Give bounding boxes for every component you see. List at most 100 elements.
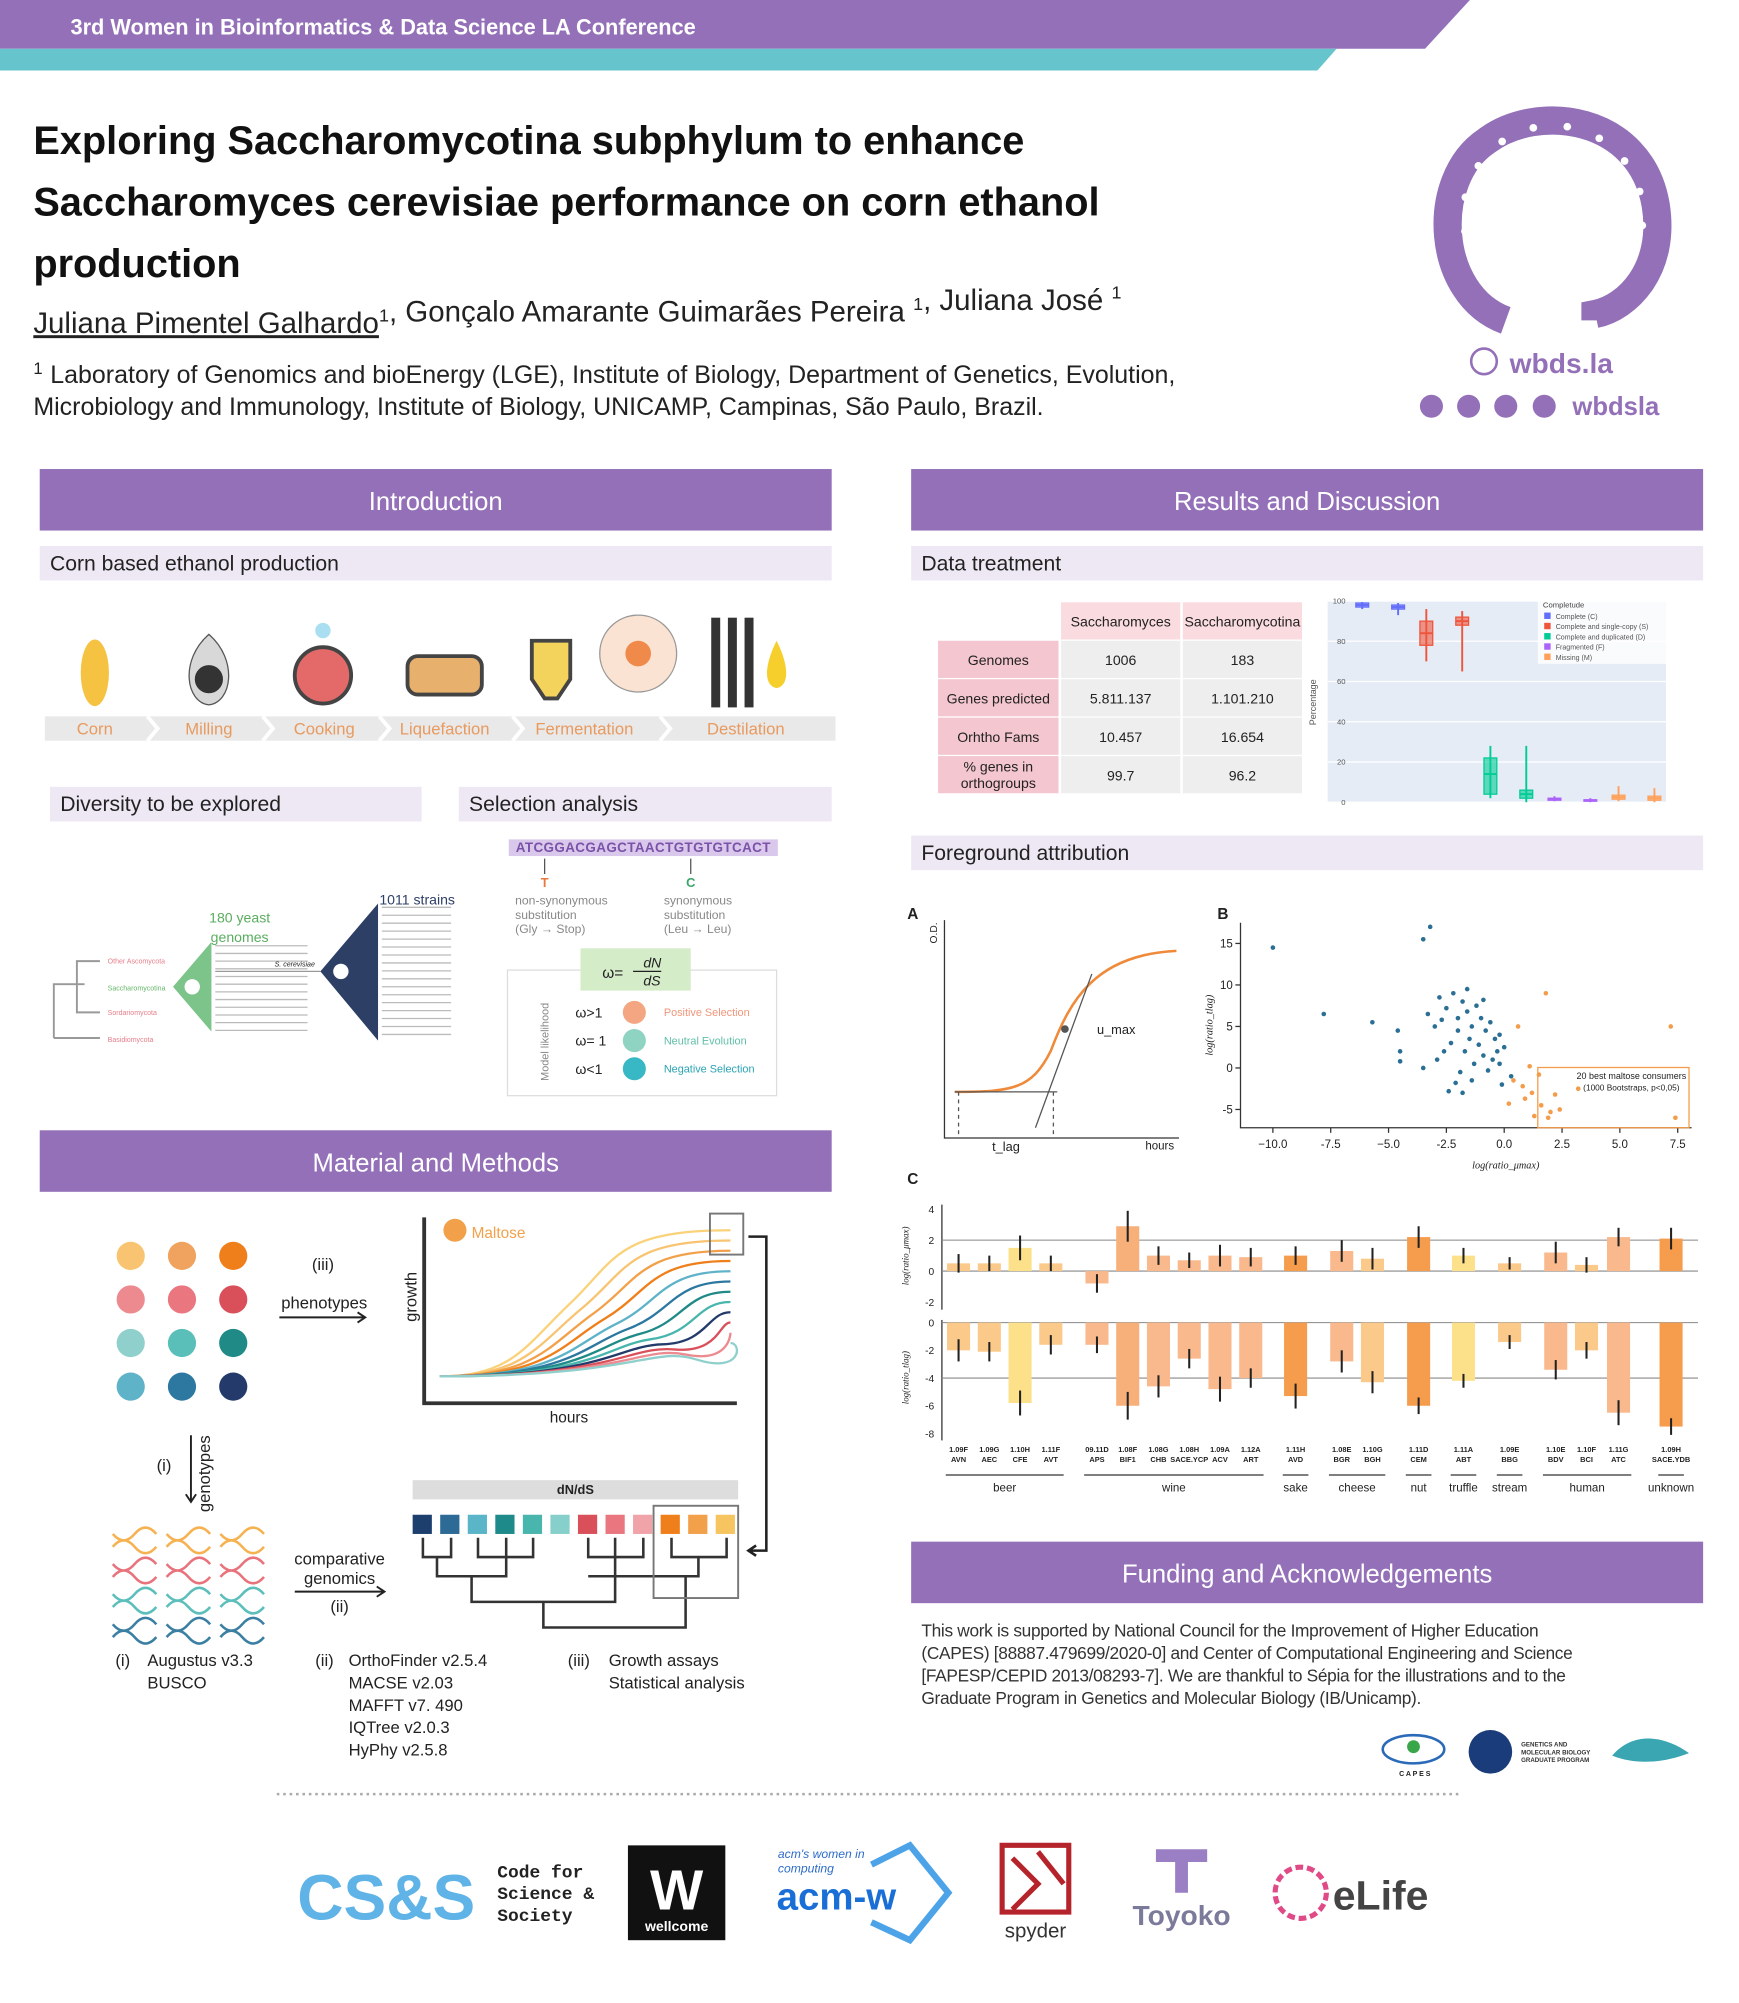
legend-swatch [1544, 612, 1551, 619]
species-square [412, 1514, 432, 1534]
logo-text: W [650, 1858, 704, 1921]
bar [1659, 1322, 1683, 1427]
pipeline-step: Liquefaction [400, 719, 490, 738]
step-label: genotypes [195, 1435, 214, 1512]
y-tick-label: -2 [925, 1298, 934, 1309]
x-tick-label: 1.09E [1500, 1445, 1519, 1454]
x-tick-label: 09.11D [1085, 1445, 1109, 1454]
table-cell [1061, 640, 1181, 678]
x-tick-label: SACE.YDB [1652, 1455, 1691, 1464]
step-id: (iii) [312, 1255, 334, 1274]
table-header-cell [1061, 602, 1181, 640]
funding-text: Graduate Program in Genetics and Molecul… [921, 1688, 1421, 1708]
species-square [467, 1514, 487, 1534]
cooking-icon [292, 645, 354, 706]
scatter-point [1501, 1044, 1507, 1050]
tool-item: MAFFT v7. 490 [349, 1696, 463, 1715]
model-dot [622, 1000, 646, 1024]
subheading-bar [911, 545, 1704, 581]
table-cell-text: 10.457 [1099, 729, 1142, 745]
scatter-point [1462, 1049, 1468, 1054]
table-row-label-cell [938, 717, 1059, 755]
scatter-point [1441, 1049, 1447, 1054]
group-label: stream [1492, 1483, 1527, 1495]
logo-node [1638, 221, 1647, 230]
bar [1116, 1322, 1140, 1406]
tool-item: IQTree v2.0.3 [349, 1718, 450, 1737]
x-tick-label: −10.0 [1258, 1139, 1287, 1151]
growth-curve [439, 1249, 731, 1378]
scatter-point [1527, 1063, 1532, 1069]
bar [1039, 1322, 1063, 1345]
fermenter-icon [529, 638, 573, 701]
table-row-label: orthogroups [961, 775, 1036, 791]
scatter-point [1464, 986, 1470, 992]
growth-curve [439, 1280, 731, 1378]
tool-item: HyPhy v2.5.8 [349, 1741, 448, 1760]
still-column [727, 617, 737, 708]
model-label: Model likelihood [539, 1003, 551, 1081]
table-cell [1061, 756, 1181, 794]
strain-dot [116, 1328, 145, 1358]
bar [977, 1322, 1001, 1352]
bar [1008, 1322, 1032, 1403]
scatter-point [1497, 1032, 1502, 1038]
model-label: Positive Selection [664, 1007, 750, 1019]
strain-dot [116, 1241, 145, 1270]
scatter-point [1476, 1042, 1482, 1048]
legend-swatch [1544, 622, 1551, 630]
arrow [185, 1435, 197, 1504]
group-label: truffle [1449, 1483, 1478, 1495]
bar [947, 1322, 971, 1351]
scatter-point [1494, 1049, 1500, 1054]
steam [315, 622, 331, 639]
logo-node [1496, 283, 1505, 292]
bar [1607, 1237, 1631, 1272]
scatter-point [1481, 997, 1486, 1003]
section-title: Results and Discussion [1174, 488, 1440, 516]
step-id: (i) [157, 1456, 172, 1475]
table-cell [1182, 640, 1303, 678]
scatter-point [1552, 1092, 1558, 1097]
affiliation-line: Laboratory of Genomics and bioEnergy (LG… [50, 361, 1175, 389]
dna-icon [219, 1556, 265, 1585]
bar [1407, 1237, 1431, 1272]
x-tick-label: AVT [1044, 1455, 1059, 1464]
axis-label: hours [550, 1409, 589, 1426]
scatter-point [1481, 1053, 1486, 1058]
yeast-blob [184, 979, 200, 995]
substitution-text: (Leu → Leu) [664, 922, 732, 936]
section-header [911, 1541, 1704, 1604]
header-strip [0, 48, 1337, 71]
x-tick-label: BGH [1364, 1455, 1380, 1464]
x-tick-label: 2.5 [1554, 1139, 1570, 1151]
species-square [522, 1514, 543, 1534]
table-cell [1182, 717, 1303, 755]
scatter-point [1488, 1019, 1493, 1025]
legend-label: Complete and single-copy (S) [1556, 624, 1649, 631]
x-tick-label: 1.11F [1042, 1445, 1061, 1454]
legend-swatch [1544, 643, 1551, 650]
scatter-point [1508, 1073, 1514, 1079]
subheading-bar [911, 835, 1704, 871]
scatter-point [1455, 1028, 1461, 1033]
logo-text: Science & [497, 1885, 594, 1905]
logo-node [1461, 193, 1470, 202]
fish-logo [1612, 1738, 1690, 1762]
table-cell-text: 1.101.210 [1211, 691, 1274, 707]
table-row-label: Orhtho Fams [957, 729, 1039, 745]
group-label: nut [1411, 1483, 1428, 1495]
step-label: comparative [294, 1550, 385, 1569]
arrow [294, 1585, 387, 1598]
subheading-bar [49, 786, 422, 822]
y2-tick-label: -8 [925, 1429, 934, 1440]
model-label: Neutral Evolution [664, 1035, 747, 1047]
section-header [911, 469, 1704, 531]
axis-label: log(ratio_μmax) [1472, 1161, 1540, 1172]
scatter-point [1464, 1009, 1470, 1014]
spyder-logo [999, 1842, 1072, 1915]
y-tick-label: 5 [1226, 1021, 1232, 1033]
x-tick-label: 0.0 [1496, 1139, 1512, 1151]
strain-dot [167, 1241, 197, 1270]
